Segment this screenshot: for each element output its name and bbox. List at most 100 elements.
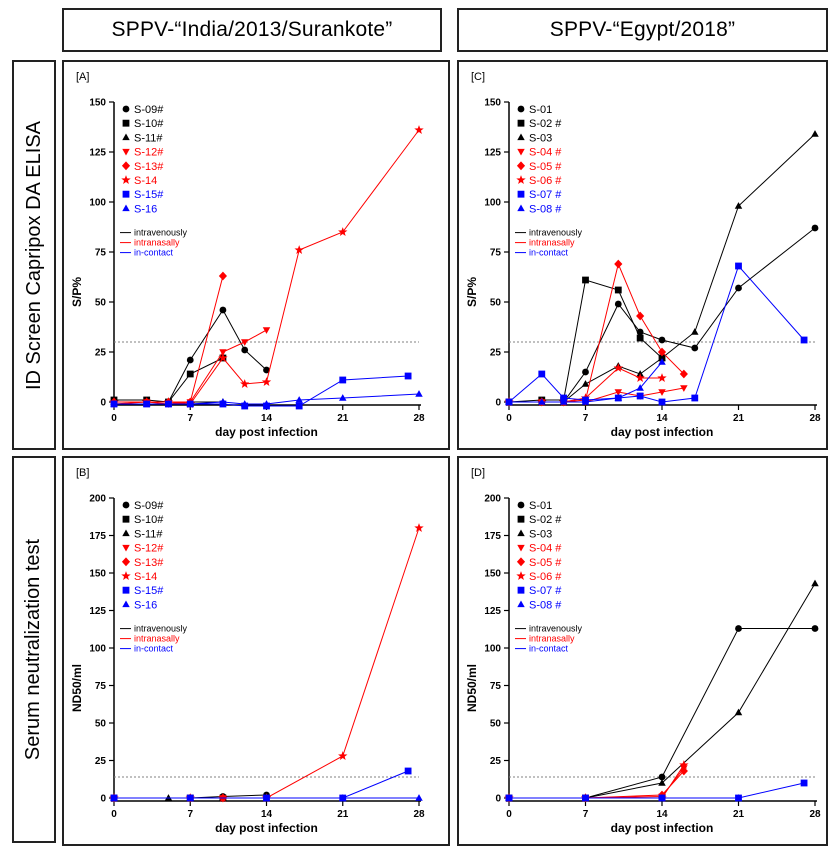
legend-label: S-16	[134, 599, 157, 611]
route-legend-label: intranasally	[529, 238, 575, 248]
legend-label: S-06 #	[529, 175, 562, 187]
y-tick-label: 100	[89, 198, 106, 209]
legend-marker	[516, 175, 525, 184]
y-tick-label: 175	[484, 531, 501, 542]
y-tick-label: 25	[490, 348, 502, 359]
legend-label: S-04 #	[529, 147, 562, 159]
x-tick-label: 28	[413, 809, 425, 820]
legend-marker	[516, 571, 525, 580]
legend-marker	[122, 529, 129, 536]
x-tick-label: 21	[337, 413, 349, 424]
legend-label: S-14	[134, 175, 157, 187]
x-tick-label: 14	[261, 413, 273, 424]
legend-marker	[518, 502, 525, 509]
legend-marker	[517, 600, 524, 607]
y-tick-label: 150	[484, 569, 501, 580]
series-line	[509, 584, 815, 799]
route-legend-label: intranasally	[134, 238, 180, 248]
legend-label: S-02 #	[529, 118, 562, 130]
legend-label: S-16	[134, 203, 157, 215]
route-legend-label: in-contact	[529, 644, 569, 654]
y-tick-label: 200	[484, 494, 501, 505]
chart-b-svg: [B]02550751001251501752000 7 14 21 28day pos…	[64, 458, 448, 844]
series-line	[509, 264, 684, 402]
series-8	[110, 794, 422, 801]
y-tick-label: 75	[490, 248, 502, 259]
legend-marker	[123, 502, 130, 509]
column-title-india: SPPV-“India/2013/Surankote”	[62, 8, 442, 52]
data-point	[691, 328, 698, 335]
y-tick-label: 200	[89, 494, 106, 505]
legend-label: S-06 #	[529, 571, 562, 583]
legend-label: S-08 #	[529, 203, 562, 215]
data-point	[241, 347, 248, 354]
legend-label: S-09#	[134, 500, 164, 512]
legend-marker	[123, 191, 130, 198]
data-point	[735, 709, 742, 716]
series-1	[111, 307, 270, 406]
chart-panel-c: [C] 0 25 50 75 100 125 150 0 7 14 21 28 day post infe…	[457, 60, 828, 450]
column-title-india-text: SPPV-“India/2013/Surankote”	[112, 18, 393, 42]
data-point	[636, 312, 644, 321]
legend-marker	[517, 529, 524, 536]
legend-label: S-07 #	[529, 189, 562, 201]
y-axis-label: ND50/ml	[70, 664, 84, 712]
legend-label: S-01	[529, 500, 552, 512]
x-axis-label: day post infection	[215, 821, 318, 835]
data-point	[637, 393, 644, 400]
series-3	[505, 580, 818, 801]
y-tick-label: 150	[89, 98, 106, 109]
legend-label: S-04 #	[529, 543, 562, 555]
data-point	[187, 371, 194, 378]
data-point	[582, 277, 589, 284]
x-tick-label: 28	[809, 809, 821, 820]
series-line	[114, 771, 408, 798]
legend-label: S-09#	[134, 104, 164, 116]
data-point	[296, 403, 303, 410]
panel-letter-a: [A]	[76, 71, 89, 83]
x-tick-label: 28	[413, 413, 425, 424]
legend-marker	[122, 133, 129, 140]
legend-label: S-14	[134, 571, 157, 583]
legend-marker	[517, 557, 525, 566]
legend-marker	[122, 557, 130, 566]
legend-marker	[123, 516, 130, 523]
route-legend-label: intravenously	[134, 228, 188, 238]
data-point	[615, 287, 622, 294]
panel-letter-d: [D]	[471, 467, 485, 479]
chart-a-svg: [A] 0 25 50 75 100 125 150 0 7 14 21 28 day post infe…	[64, 62, 448, 448]
x-tick-label: 7	[583, 809, 589, 820]
y-tick-label: 0	[100, 398, 106, 409]
panel-letter-c: [C]	[471, 71, 485, 83]
legend-label: S-03	[529, 132, 552, 144]
legend-marker	[123, 587, 130, 594]
y-tick-label: 25	[95, 756, 107, 767]
y-tick-label: 175	[89, 531, 106, 542]
route-legend-label: intravenously	[134, 624, 188, 634]
y-tick-label: 25	[95, 348, 107, 359]
x-tick-label: 14	[656, 809, 668, 820]
series-8	[110, 390, 422, 407]
legend-marker	[518, 106, 525, 113]
legend-label: S-15#	[134, 585, 164, 597]
x-tick-label: 0	[506, 809, 512, 820]
data-point	[415, 390, 422, 397]
chart-d-svg: [D]02550751001251501752000 7 14 21 28day pos…	[459, 458, 826, 844]
series-line	[509, 765, 684, 798]
route-legend-label: in-contact	[529, 248, 569, 258]
legend-label: S-03	[529, 528, 552, 540]
data-point	[220, 307, 227, 314]
legend-marker	[518, 120, 525, 127]
y-tick-label: 0	[100, 794, 106, 805]
legend-marker	[123, 106, 130, 113]
legend-marker	[121, 571, 130, 580]
data-point	[262, 377, 271, 386]
data-point	[338, 751, 347, 760]
legend-label: S-15#	[134, 189, 164, 201]
legend-marker	[517, 133, 524, 140]
y-tick-label: 0	[495, 398, 501, 409]
data-point	[615, 301, 622, 308]
data-point	[165, 794, 172, 801]
data-point	[414, 523, 423, 532]
legend-label: S-13#	[134, 161, 164, 173]
